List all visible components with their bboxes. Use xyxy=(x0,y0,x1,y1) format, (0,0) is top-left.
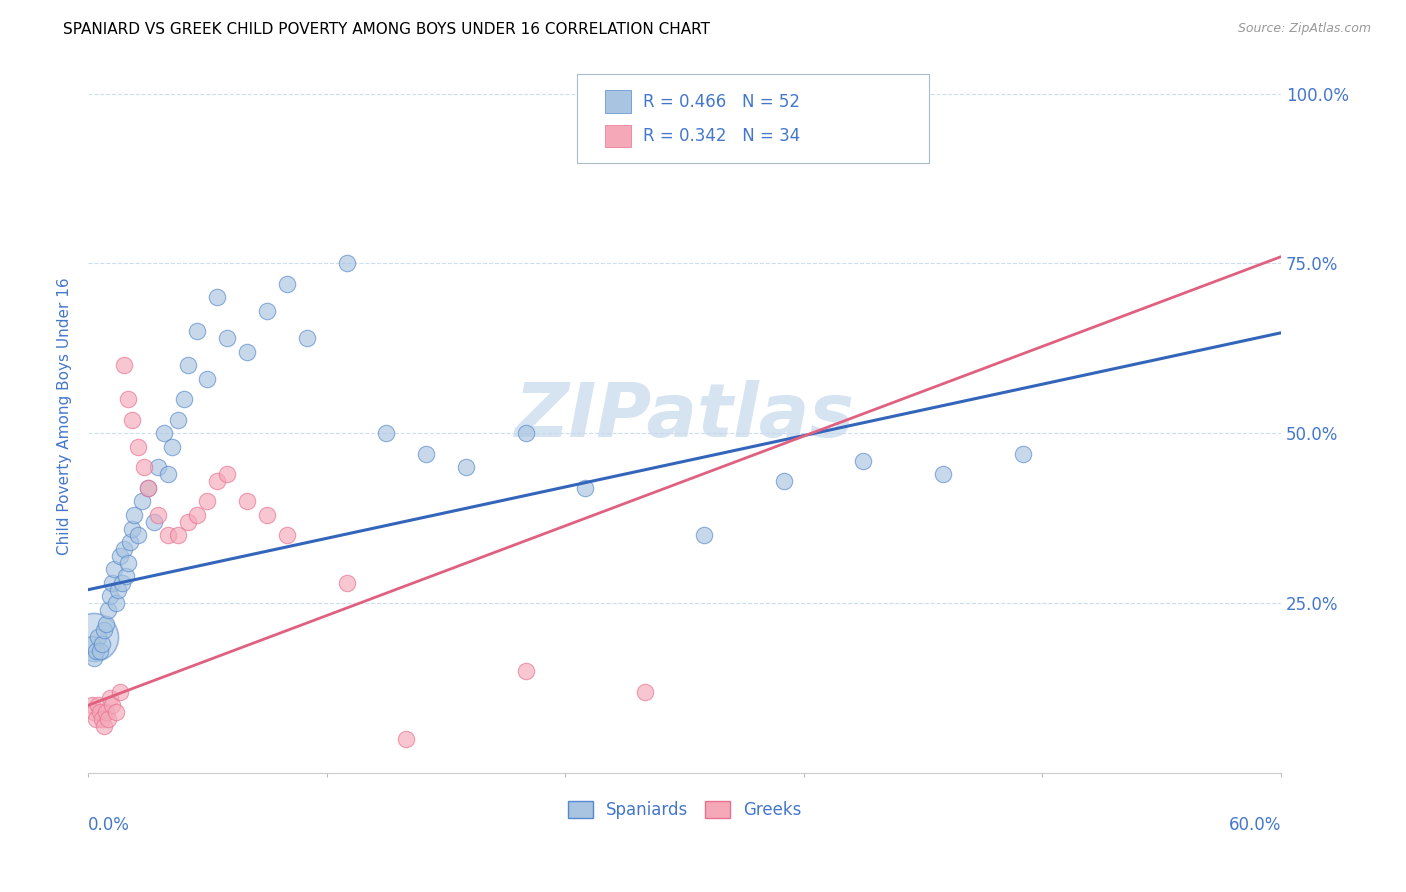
Point xyxy=(136,481,159,495)
Point xyxy=(108,684,131,698)
Point xyxy=(156,467,179,482)
Point xyxy=(121,522,143,536)
Point xyxy=(454,460,477,475)
Point xyxy=(94,705,117,719)
Point xyxy=(932,467,955,482)
Point xyxy=(118,535,141,549)
Point xyxy=(634,684,657,698)
Point xyxy=(236,494,259,508)
Text: ZIPatlas: ZIPatlas xyxy=(515,380,855,453)
Point xyxy=(160,440,183,454)
Point xyxy=(236,344,259,359)
Text: Source: ZipAtlas.com: Source: ZipAtlas.com xyxy=(1237,22,1371,36)
Point xyxy=(152,426,174,441)
Point xyxy=(276,277,298,291)
Point xyxy=(131,494,153,508)
Point xyxy=(773,474,796,488)
Point xyxy=(101,698,124,713)
Point xyxy=(197,372,219,386)
Text: R = 0.342   N = 34: R = 0.342 N = 34 xyxy=(643,127,800,145)
Point xyxy=(82,698,104,713)
FancyBboxPatch shape xyxy=(605,125,631,147)
Point xyxy=(173,392,195,407)
Point xyxy=(176,359,198,373)
Point xyxy=(136,481,159,495)
Point xyxy=(256,508,278,522)
Point xyxy=(112,359,135,373)
Text: 0.0%: 0.0% xyxy=(89,816,129,834)
Point xyxy=(207,290,229,304)
Point xyxy=(156,528,179,542)
Point xyxy=(336,256,359,270)
Point xyxy=(87,698,110,713)
Point xyxy=(693,528,716,542)
Point xyxy=(89,644,111,658)
Point xyxy=(84,712,107,726)
Point xyxy=(98,691,121,706)
Y-axis label: Child Poverty Among Boys Under 16: Child Poverty Among Boys Under 16 xyxy=(58,277,72,555)
Point xyxy=(146,508,169,522)
Point xyxy=(83,630,105,644)
Text: R = 0.466   N = 52: R = 0.466 N = 52 xyxy=(643,93,800,111)
FancyBboxPatch shape xyxy=(605,90,631,113)
Point xyxy=(97,603,120,617)
Point xyxy=(1011,447,1033,461)
Point xyxy=(121,413,143,427)
Point xyxy=(83,705,105,719)
Point xyxy=(93,624,115,638)
Point xyxy=(84,644,107,658)
Point xyxy=(127,528,149,542)
Point xyxy=(83,650,105,665)
Point xyxy=(107,582,129,597)
Point xyxy=(93,718,115,732)
Point xyxy=(111,575,134,590)
Point xyxy=(217,331,239,345)
Point xyxy=(117,392,139,407)
Point xyxy=(82,637,104,651)
Text: 60.0%: 60.0% xyxy=(1229,816,1281,834)
Point xyxy=(375,426,398,441)
Point xyxy=(166,528,188,542)
Legend: Spaniards, Greeks: Spaniards, Greeks xyxy=(561,794,808,825)
Point xyxy=(89,705,111,719)
Point xyxy=(186,508,208,522)
Point xyxy=(91,637,114,651)
Point xyxy=(97,712,120,726)
Point xyxy=(98,590,121,604)
Point xyxy=(127,440,149,454)
Point xyxy=(91,712,114,726)
Point xyxy=(574,481,596,495)
Point xyxy=(117,556,139,570)
Point xyxy=(101,575,124,590)
Point xyxy=(104,596,127,610)
Point xyxy=(197,494,219,508)
Point xyxy=(256,304,278,318)
Point xyxy=(415,447,437,461)
Point xyxy=(103,562,125,576)
Point xyxy=(122,508,145,522)
Point xyxy=(217,467,239,482)
Point xyxy=(336,575,359,590)
Point xyxy=(515,426,537,441)
FancyBboxPatch shape xyxy=(578,74,929,163)
Text: SPANIARD VS GREEK CHILD POVERTY AMONG BOYS UNDER 16 CORRELATION CHART: SPANIARD VS GREEK CHILD POVERTY AMONG BO… xyxy=(63,22,710,37)
Point xyxy=(94,616,117,631)
Point xyxy=(115,569,138,583)
Point xyxy=(395,732,418,747)
Point xyxy=(176,515,198,529)
Point xyxy=(295,331,318,345)
Point xyxy=(515,665,537,679)
Point xyxy=(112,541,135,556)
Point xyxy=(132,460,155,475)
Point xyxy=(207,474,229,488)
Point xyxy=(852,453,875,467)
Point xyxy=(142,515,165,529)
Point xyxy=(166,413,188,427)
Point xyxy=(104,705,127,719)
Point xyxy=(108,549,131,563)
Point xyxy=(276,528,298,542)
Point xyxy=(87,630,110,644)
Point xyxy=(186,325,208,339)
Point xyxy=(146,460,169,475)
